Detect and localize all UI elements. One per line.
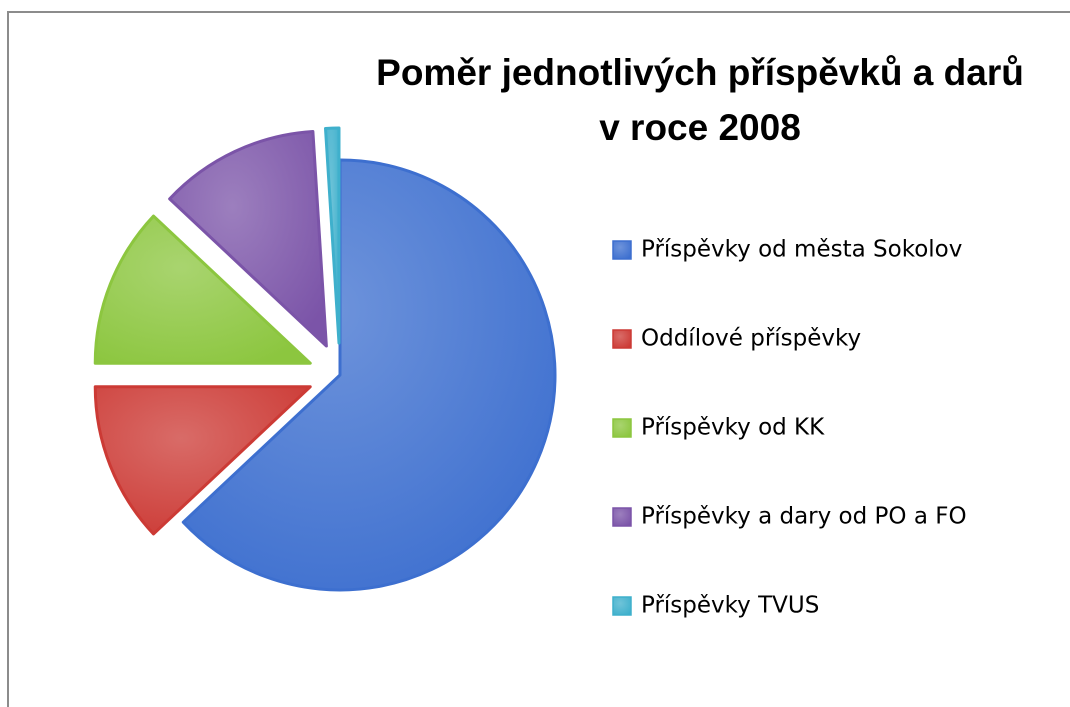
pie-slice	[168, 129, 328, 348]
chart-title: Poměr jednotlivých příspěvků a darů v roc…	[376, 52, 1024, 148]
legend-label: Příspěvky a dary od PO a FO	[641, 504, 967, 530]
title-line: v roce 2008	[599, 107, 801, 148]
legend-swatch	[612, 240, 632, 260]
legend-swatch	[612, 596, 632, 616]
legend-swatch	[612, 329, 632, 349]
pie-slice	[181, 158, 557, 592]
legend-swatch	[612, 418, 632, 438]
legend-label: Příspěvky od města Sokolov	[641, 237, 962, 263]
title-line: Poměr jednotlivých příspěvků a darů	[376, 52, 1024, 93]
legend-label: Příspěvky TVUS	[641, 593, 819, 619]
legend-label: Oddílové příspěvky	[641, 326, 861, 352]
pie-slice	[323, 126, 341, 345]
legend-swatch	[612, 507, 632, 527]
legend-label: Příspěvky od KK	[641, 415, 825, 441]
pie-slice	[93, 385, 312, 536]
pie-slice	[93, 214, 312, 365]
chart-border	[7, 11, 1070, 707]
